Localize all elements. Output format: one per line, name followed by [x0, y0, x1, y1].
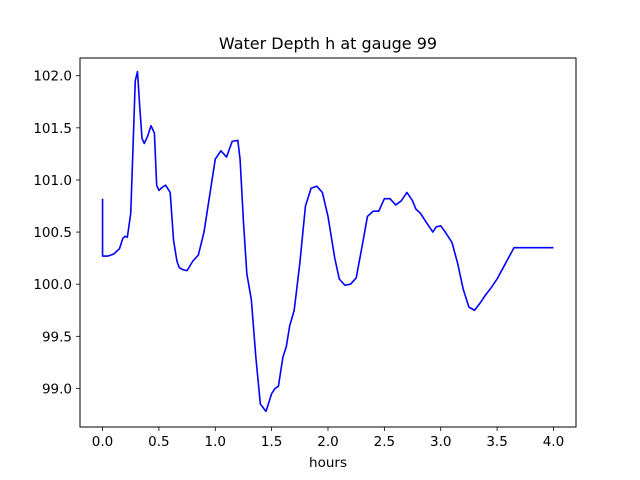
- x-axis: 0.0 0.5 1.0 1.5 2.0 2.5 3.0 3.5 4.0: [92, 427, 564, 450]
- y-tick-label: 99.0: [42, 381, 72, 397]
- y-tick-label: 102.0: [33, 69, 72, 85]
- y-tick-label: 101.5: [33, 121, 72, 137]
- x-tick-label: 3.5: [486, 434, 507, 450]
- x-axis-label: hours: [309, 455, 347, 471]
- plot-area-frame: [79, 57, 577, 428]
- x-tick-label: 2.5: [374, 434, 395, 450]
- x-tick-label: 4.0: [543, 434, 564, 450]
- chart-title: Water Depth h at gauge 99: [219, 34, 437, 53]
- x-tick-label: 0.0: [92, 434, 113, 450]
- series-line-0: [101, 70, 554, 413]
- y-tick-label: 101.0: [33, 173, 72, 189]
- x-tick-label: 0.5: [148, 434, 169, 450]
- x-tick-label: 1.0: [205, 434, 226, 450]
- x-tick-label: 2.0: [317, 434, 338, 450]
- y-tick-label: 100.0: [33, 277, 72, 293]
- x-tick-label: 3.0: [430, 434, 451, 450]
- y-axis: 99.0 99.5 100.0 100.5 101.0 101.5 102.0: [33, 69, 80, 397]
- y-tick-label: 99.5: [42, 329, 72, 345]
- y-tick-label: 100.5: [33, 225, 72, 241]
- x-tick-label: 1.5: [261, 434, 282, 450]
